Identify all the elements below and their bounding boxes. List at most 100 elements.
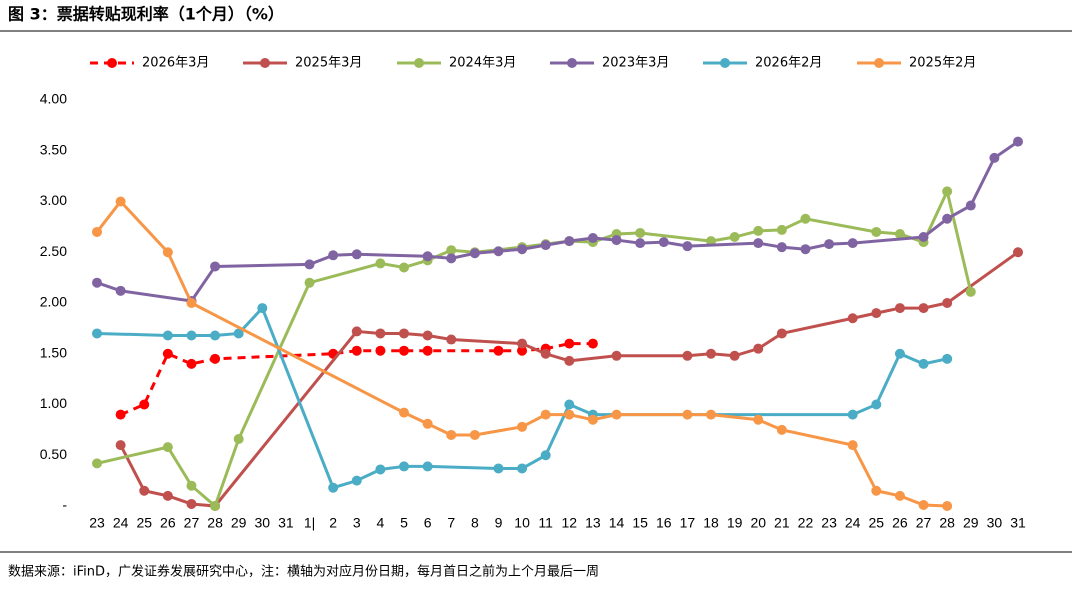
data-point: [635, 238, 646, 249]
data-point: [587, 233, 598, 244]
data-point: [729, 350, 740, 361]
x-tick-label: 7: [447, 515, 455, 531]
y-tick-label: 0.50: [40, 446, 67, 462]
x-tick-label: 10: [514, 515, 530, 531]
x-tick-label: 19: [727, 515, 743, 531]
data-point: [564, 399, 575, 410]
data-point: [965, 286, 976, 297]
data-point: [162, 330, 173, 341]
data-point: [918, 358, 929, 369]
y-tick-label: 4.00: [40, 91, 67, 107]
data-point: [399, 345, 409, 356]
data-point: [186, 480, 197, 491]
data-point: [800, 213, 811, 224]
data-point: [399, 328, 409, 339]
legend-label: 2025年3月: [295, 56, 362, 71]
source-note: 数据来源：iFinD，广发证券发展研究中心，注：横轴为对应月份日期，每月首日之前…: [8, 564, 599, 580]
data-point: [682, 409, 693, 420]
data-point: [186, 330, 197, 341]
data-point: [942, 501, 953, 511]
data-point: [989, 152, 1000, 163]
data-point: [115, 285, 126, 296]
data-point: [92, 328, 102, 339]
data-point: [210, 330, 221, 341]
y-tick-label: 1.00: [40, 395, 67, 411]
data-point: [800, 244, 811, 255]
data-point: [847, 409, 858, 420]
data-point: [210, 353, 221, 364]
data-point: [139, 399, 150, 410]
x-tick-label: 11: [538, 515, 553, 531]
data-point: [422, 251, 433, 262]
x-tick-label: 22: [798, 515, 814, 531]
data-point: [162, 442, 173, 453]
data-point: [1013, 136, 1023, 147]
x-tick-label: 18: [703, 515, 719, 531]
data-point: [965, 200, 976, 211]
data-point: [942, 186, 953, 197]
x-tick-label: 29: [231, 515, 247, 531]
data-point: [493, 246, 504, 257]
data-point: [162, 490, 173, 501]
data-point: [186, 358, 197, 369]
data-point: [92, 458, 102, 469]
data-point: [611, 350, 622, 361]
data-point: [942, 213, 953, 224]
data-point: [753, 343, 764, 354]
x-tick-label: 25: [869, 515, 885, 531]
data-point: [186, 498, 197, 509]
x-tick-label: 20: [750, 515, 766, 531]
data-point: [517, 345, 528, 356]
data-point: [304, 277, 315, 288]
data-point: [446, 334, 457, 345]
data-point: [918, 303, 929, 314]
x-tick-label: 31: [278, 515, 294, 531]
data-point: [422, 330, 433, 341]
data-point: [92, 226, 102, 237]
data-point: [682, 241, 693, 252]
y-tick-label: 1.50: [40, 344, 67, 360]
data-point: [446, 253, 457, 264]
data-point: [517, 463, 528, 474]
data-point: [564, 338, 575, 349]
data-point: [115, 409, 126, 420]
data-point: [918, 499, 929, 510]
x-tick-label: 28: [939, 515, 955, 531]
data-point: [92, 277, 102, 288]
data-point: [540, 240, 551, 251]
data-point: [587, 338, 598, 349]
data-point: [847, 238, 858, 249]
x-tick-label: 27: [184, 515, 200, 531]
data-point: [871, 226, 882, 237]
data-point: [871, 485, 882, 496]
legend-marker: [720, 58, 730, 68]
data-point: [186, 298, 197, 308]
y-tick-label: 3.00: [40, 192, 67, 208]
data-point: [540, 348, 551, 359]
x-tick-label: 1|: [304, 515, 315, 531]
x-tick-label: 6: [424, 515, 432, 531]
x-tick-label: 25: [136, 515, 152, 531]
data-point: [399, 407, 409, 418]
data-point: [540, 450, 551, 461]
data-point: [635, 227, 646, 238]
data-point: [351, 326, 362, 337]
data-point: [328, 482, 339, 493]
legend-marker: [874, 58, 884, 68]
data-point: [517, 244, 528, 255]
x-tick-label: 24: [845, 515, 861, 531]
data-point: [682, 350, 693, 361]
data-point: [894, 490, 905, 501]
x-tick-label: 27: [916, 515, 932, 531]
x-tick-label: 30: [987, 515, 1003, 531]
data-point: [587, 414, 598, 425]
data-point: [351, 475, 362, 486]
y-tick-label: 3.50: [40, 141, 67, 157]
series-line: [119, 251, 1019, 508]
data-point: [753, 414, 764, 425]
data-point: [375, 258, 386, 269]
data-point: [162, 348, 173, 359]
data-point: [422, 418, 433, 429]
legend-label: 2026年2月: [755, 56, 822, 71]
x-tick-label: 17: [680, 515, 696, 531]
